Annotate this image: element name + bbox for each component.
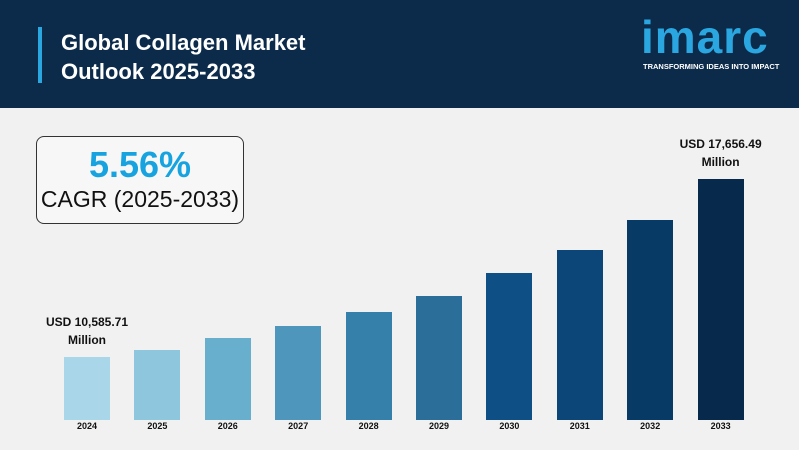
x-tick-label: 2026 xyxy=(217,421,238,431)
bar xyxy=(204,338,251,420)
bar xyxy=(697,179,744,420)
cagr-label: CAGR (2025-2033) xyxy=(40,186,240,212)
value-label: USD 10,585.71 Million xyxy=(45,315,129,347)
bar xyxy=(134,349,181,420)
header: Global Collagen Market Outlook 2025-2033… xyxy=(0,0,799,108)
x-tick-label: 2028 xyxy=(358,421,379,431)
x-tick-label: 2030 xyxy=(499,421,520,431)
x-tick-label: 2033 xyxy=(710,421,731,431)
bar xyxy=(416,295,462,420)
bar xyxy=(486,272,533,420)
bar xyxy=(345,312,392,420)
x-tick-label: 2027 xyxy=(288,421,309,431)
cagr-value: 5.56% xyxy=(88,144,192,185)
tagline: TRANSFORMING IDEAS INTO IMPACT xyxy=(643,62,780,71)
title: Global Collagen Market Outlook 2025-2033 xyxy=(61,30,306,84)
bar xyxy=(627,219,674,420)
logo: imarc xyxy=(641,11,769,63)
x-tick-label: 2032 xyxy=(640,421,661,431)
bar xyxy=(275,326,322,420)
bar xyxy=(64,357,110,420)
accent-bar xyxy=(38,27,42,83)
cagr-box: 5.56% CAGR (2025-2033) xyxy=(36,136,244,224)
bar xyxy=(556,250,603,420)
x-tick-label: 2031 xyxy=(569,421,590,431)
value-label: USD 17,656.49 Million xyxy=(679,137,762,169)
x-tick-label: 2025 xyxy=(147,421,168,431)
x-tick-label: 2029 xyxy=(428,421,450,431)
x-tick-label: 2024 xyxy=(76,421,98,431)
